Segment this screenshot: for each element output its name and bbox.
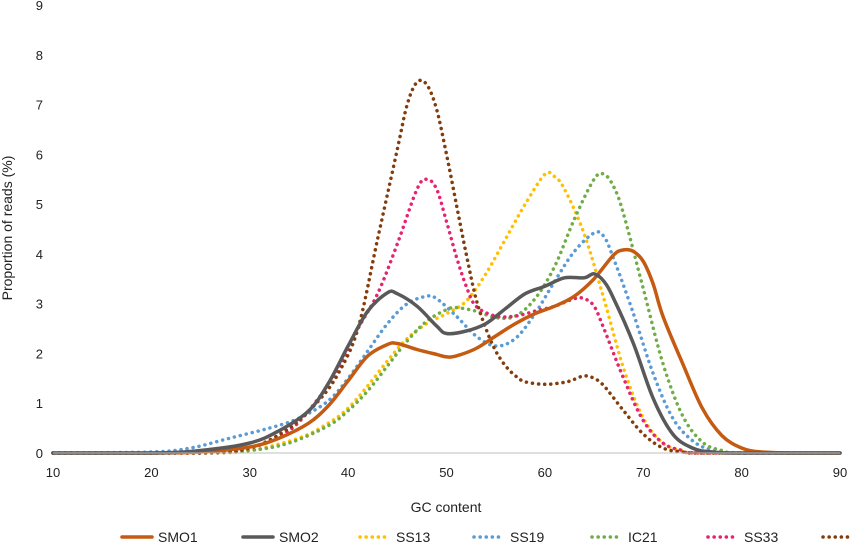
series-line-ss33: [51, 177, 842, 455]
x-tick-label: 10: [46, 465, 60, 480]
y-tick-label: 6: [36, 147, 43, 162]
legend: SMO1SMO2SS13SS19IC21SS33SS37: [120, 529, 850, 545]
x-tick-label: 70: [636, 465, 650, 480]
series-line-ss19: [51, 230, 842, 455]
x-tick-label: 90: [833, 465, 847, 480]
series-line-smo2: [51, 272, 842, 455]
y-tick-labels: 0 1 2 3 4 5 6 7 8 9: [36, 0, 43, 461]
legend-label-ss19: SS19: [510, 529, 544, 545]
y-tick-label: 8: [36, 48, 43, 63]
y-tick-label: 9: [36, 0, 43, 13]
x-axis-title: GC content: [411, 499, 482, 515]
legend-label-ss33: SS33: [744, 529, 778, 545]
x-tick-label: 50: [439, 465, 453, 480]
x-tick-label: 60: [538, 465, 552, 480]
y-axis-title: Proportion of reads (%): [0, 156, 15, 301]
x-tick-label: 30: [243, 465, 257, 480]
y-tick-label: 5: [36, 197, 43, 212]
x-tick-label: 40: [341, 465, 355, 480]
y-tick-label: 7: [36, 98, 43, 113]
y-tick-label: 4: [36, 247, 43, 262]
y-tick-label: 2: [36, 346, 43, 361]
series-line-smo1: [51, 247, 842, 455]
series-line-ss13: [51, 170, 842, 455]
legend-label-smo1: SMO1: [158, 529, 198, 545]
y-tick-label: 1: [36, 396, 43, 411]
plot-area: [51, 78, 842, 455]
x-tick-label: 20: [144, 465, 158, 480]
legend-label-smo2: SMO2: [279, 529, 319, 545]
y-tick-label: 3: [36, 297, 43, 312]
legend-label-ss13: SS13: [396, 529, 430, 545]
legend-label-ic21: IC21: [628, 529, 658, 545]
x-tick-label: 80: [734, 465, 748, 480]
series-line-ss37: [51, 78, 842, 455]
x-tick-labels: 10 20 30 40 50 60 70 80 90: [46, 465, 847, 480]
y-tick-label: 0: [36, 446, 43, 461]
